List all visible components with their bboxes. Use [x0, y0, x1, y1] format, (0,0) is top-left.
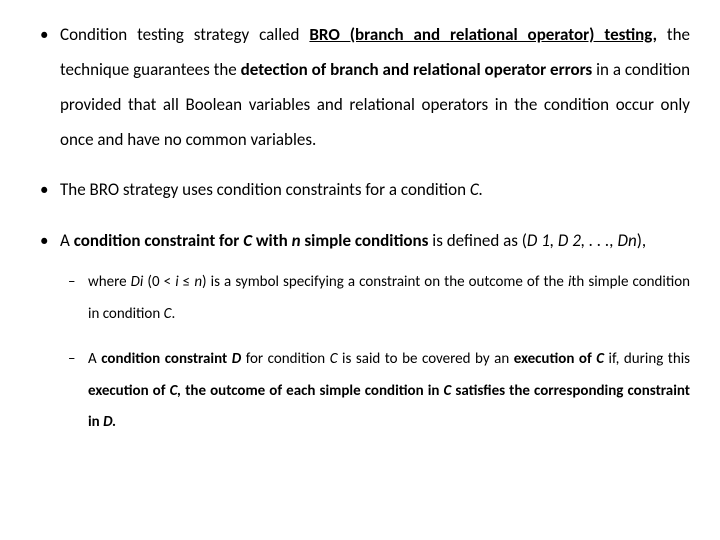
text-run: where	[88, 273, 131, 291]
text-run: execution of	[88, 382, 170, 400]
sub-bullet-list: where Di (0 < i ≤ n) is a symbol specify…	[60, 267, 690, 439]
sub-bullet-item: where Di (0 < i ≤ n) is a symbol specify…	[60, 267, 690, 330]
bullet-item: A condition constraint for C with n simp…	[30, 224, 690, 438]
text-run: D	[232, 350, 241, 368]
text-run: for condition	[241, 350, 329, 368]
text-run: C	[243, 230, 252, 251]
text-run: condition constraint	[101, 350, 232, 368]
text-run: .	[171, 305, 175, 323]
text-run: with	[252, 230, 292, 251]
text-run: (0 <	[147, 273, 175, 291]
bullet-item: Condition testing strategy called BRO (b…	[30, 18, 690, 157]
text-run: detection of branch and relational opera…	[241, 59, 593, 80]
text-run: D.	[103, 413, 116, 431]
text-run: simple conditions	[301, 230, 429, 251]
text-run: C	[330, 350, 338, 368]
text-run: A	[60, 230, 74, 251]
text-run: BRO (branch and relational operator) tes…	[309, 24, 657, 45]
text-run: Condition testing strategy called	[60, 24, 309, 45]
text-run: n	[194, 273, 202, 291]
text-run: C	[596, 350, 604, 368]
bullet-item: The BRO strategy uses condition constrai…	[30, 173, 690, 208]
text-run: The BRO strategy uses condition constrai…	[60, 179, 470, 200]
text-run: C.	[470, 179, 483, 200]
text-run: ) is a symbol specifying a constraint on…	[202, 273, 568, 291]
text-run: is defined as (	[428, 230, 526, 251]
text-run: ≤	[179, 273, 195, 291]
text-run: condition constraint for	[74, 230, 244, 251]
sub-bullet-item: A condition constraint D for condition C…	[60, 344, 690, 439]
bullet-list: Condition testing strategy called BRO (b…	[30, 18, 690, 439]
text-run: C,	[170, 382, 182, 400]
text-run: ),	[637, 230, 646, 251]
text-run: A	[88, 350, 101, 368]
text-run: is said to be covered by an	[338, 350, 514, 368]
text-run: if, during this	[604, 350, 690, 368]
text-run: the outcome of each simple condition in	[181, 382, 443, 400]
text-run: D 1, D 2, . . ., Dn	[527, 230, 637, 251]
text-run: execution of	[514, 350, 596, 368]
text-run: n	[292, 230, 301, 251]
text-run: Di	[131, 273, 148, 291]
slide: Condition testing strategy called BRO (b…	[0, 0, 720, 540]
